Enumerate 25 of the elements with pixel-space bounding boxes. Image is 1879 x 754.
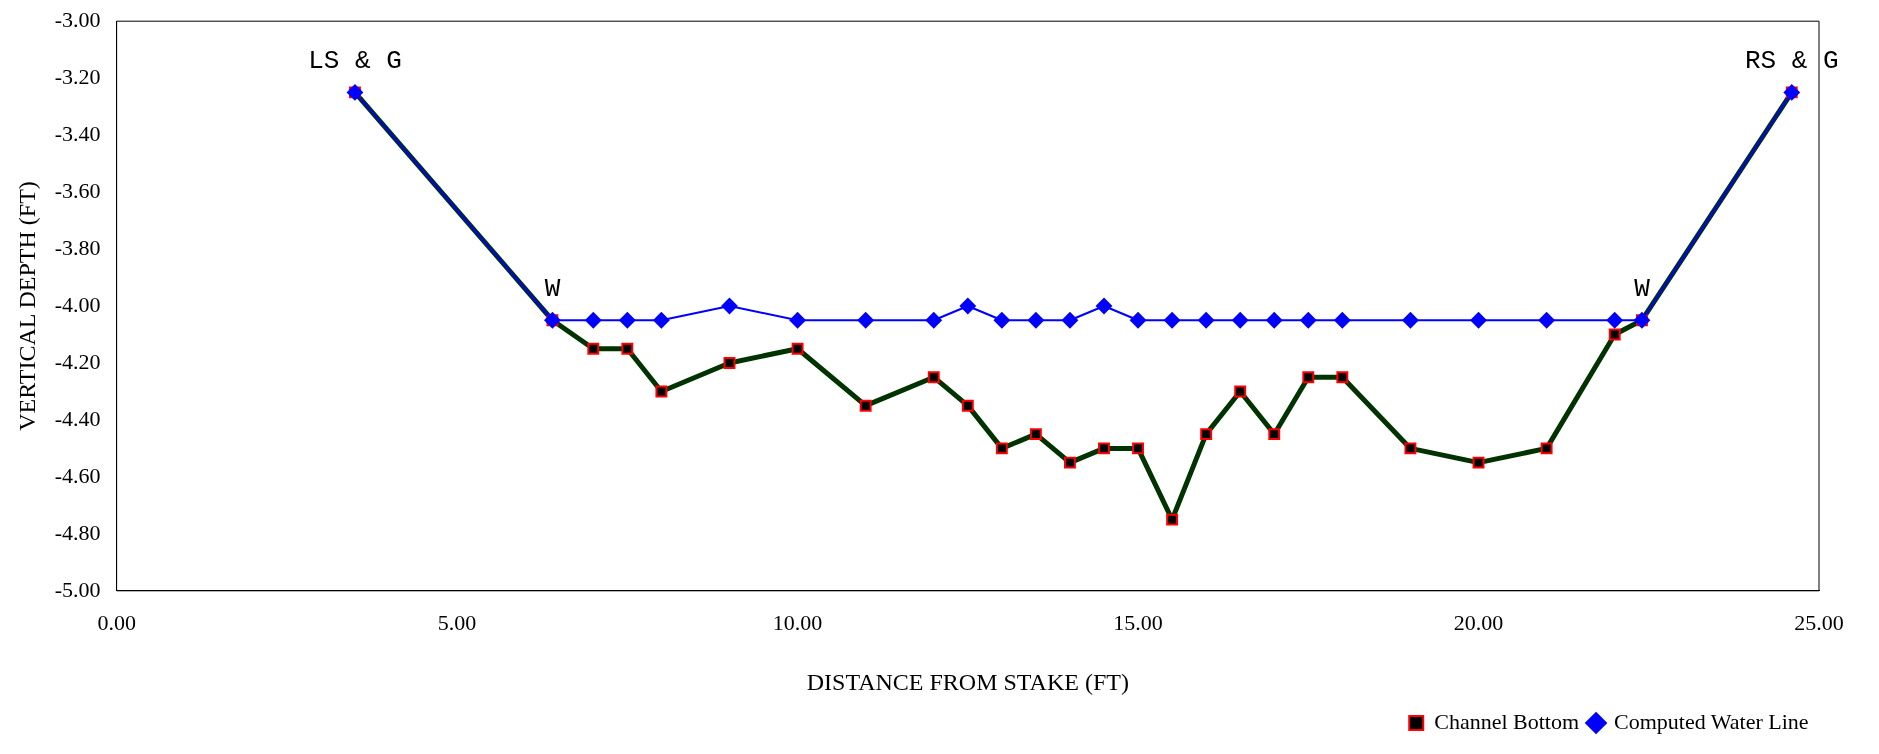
annotation: LS & G <box>308 46 402 77</box>
x-tick-label: 5.00 <box>437 609 477 635</box>
x-tick-label: 10.00 <box>772 609 823 635</box>
y-tick-label: -4.20 <box>54 348 101 374</box>
x-tick-label: 0.00 <box>97 609 136 635</box>
y-tick-label: -4.40 <box>54 405 101 431</box>
y-tick-label: -3.60 <box>54 177 101 203</box>
y-tick-label: -4.80 <box>54 519 101 545</box>
legend-label: Computed Water Line <box>1614 708 1809 734</box>
y-tick-label: -3.00 <box>54 6 101 32</box>
y-tick-label: -5.00 <box>54 576 101 602</box>
y-tick-label: -3.40 <box>54 120 101 146</box>
y-tick-label: -3.20 <box>54 63 101 89</box>
x-tick-label: 15.00 <box>1113 609 1163 635</box>
annotation: W <box>1634 274 1651 305</box>
annotation: RS & G <box>1744 46 1839 77</box>
x-tick-label: 25.00 <box>1794 609 1844 635</box>
annotation: W <box>544 274 561 305</box>
y-tick-label: -3.80 <box>54 234 101 260</box>
legend-label: Channel Bottom <box>1434 708 1580 734</box>
y-axis-title: VERTICAL DEPTH (FT) <box>13 181 40 431</box>
y-tick-label: -4.60 <box>54 462 101 488</box>
x-tick-label: 20.00 <box>1453 609 1504 635</box>
x-axis-title: DISTANCE FROM STAKE (FT) <box>806 668 1129 695</box>
y-tick-label: -4.00 <box>54 291 101 317</box>
